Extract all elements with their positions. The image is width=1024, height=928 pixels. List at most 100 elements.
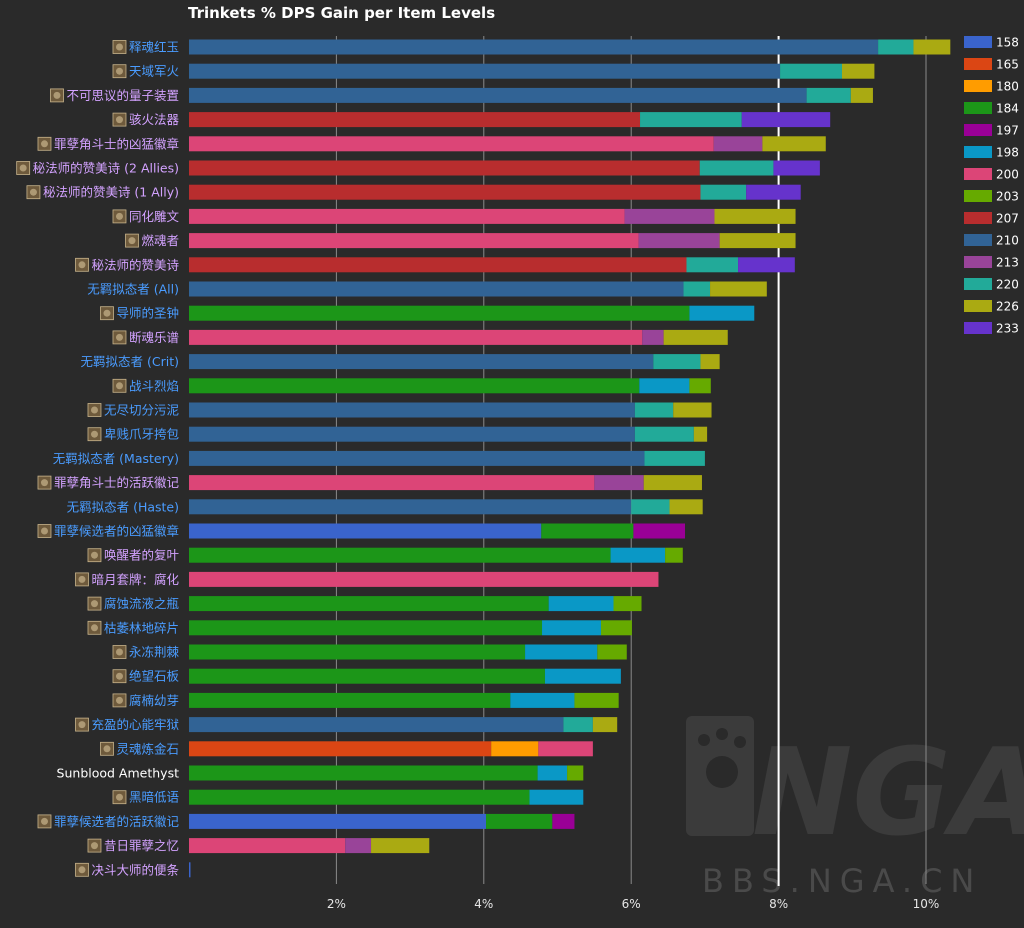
bar-segment-210[interactable] [189, 450, 645, 466]
bar-row[interactable] [189, 160, 820, 176]
bar-row[interactable] [189, 87, 873, 103]
bar-segment-198[interactable] [537, 765, 568, 781]
bar-row[interactable] [189, 741, 593, 757]
bar-segment-213[interactable] [594, 475, 644, 491]
bar-segment-198[interactable] [548, 596, 614, 612]
bar-row[interactable] [189, 862, 191, 878]
bar-segment-200[interactable] [189, 208, 625, 224]
bar-segment-203[interactable] [689, 378, 711, 394]
bar-segment-198[interactable] [544, 668, 621, 684]
legend-item-213[interactable]: 213 [964, 256, 1019, 270]
bar-segment-220[interactable] [806, 87, 851, 103]
legend-item-226[interactable]: 226 [964, 300, 1019, 314]
bar-segment-200[interactable] [189, 329, 643, 345]
bar-row[interactable] [189, 354, 720, 370]
bar-segment-203[interactable] [597, 644, 627, 660]
bar-row[interactable] [189, 450, 705, 466]
legend-item-198[interactable]: 198 [964, 146, 1019, 160]
bar-segment-213[interactable] [345, 838, 372, 854]
bar-segment-226[interactable] [700, 354, 720, 370]
bar-row[interactable] [189, 329, 728, 345]
legend-item-210[interactable]: 210 [964, 234, 1019, 248]
bar-row[interactable] [189, 620, 632, 636]
bar-row[interactable] [189, 233, 796, 249]
bar-segment-184[interactable] [189, 765, 538, 781]
bar-row[interactable] [189, 813, 575, 829]
bar-segment-197[interactable] [552, 813, 575, 829]
legend-item-184[interactable]: 184 [964, 102, 1019, 116]
legend-item-200[interactable]: 200 [964, 168, 1019, 182]
bar-segment-213[interactable] [624, 208, 715, 224]
bar-segment-220[interactable] [640, 112, 742, 128]
bar-segment-226[interactable] [669, 499, 703, 515]
bar-segment-207[interactable] [189, 184, 701, 200]
bar-segment-203[interactable] [567, 765, 584, 781]
bar-segment-198[interactable] [510, 692, 575, 708]
bar-segment-220[interactable] [683, 281, 711, 297]
bar-segment-220[interactable] [634, 402, 674, 418]
bar-segment-200[interactable] [189, 233, 639, 249]
bar-segment-226[interactable] [913, 39, 951, 55]
bar-segment-210[interactable] [189, 281, 684, 297]
bar-row[interactable] [189, 644, 627, 660]
bar-segment-210[interactable] [189, 39, 879, 55]
bar-segment-226[interactable] [643, 475, 702, 491]
bar-segment-203[interactable] [600, 620, 632, 636]
bar-row[interactable] [189, 39, 951, 55]
bar-segment-220[interactable] [699, 160, 774, 176]
legend-item-158[interactable]: 158 [964, 36, 1019, 50]
bar-segment-226[interactable] [663, 329, 728, 345]
bar-segment-210[interactable] [189, 426, 635, 442]
bar-segment-184[interactable] [189, 378, 640, 394]
bar-segment-184[interactable] [189, 644, 526, 660]
legend-item-180[interactable]: 180 [964, 80, 1019, 94]
bar-row[interactable] [189, 305, 755, 321]
bar-segment-184[interactable] [486, 813, 553, 829]
bar-row[interactable] [189, 692, 619, 708]
bar-segment-184[interactable] [189, 668, 545, 684]
bar-segment-220[interactable] [563, 717, 593, 733]
bar-segment-226[interactable] [693, 426, 708, 442]
bar-segment-226[interactable] [714, 208, 796, 224]
bar-segment-203[interactable] [613, 596, 642, 612]
bar-row[interactable] [189, 499, 703, 515]
bar-row[interactable] [189, 281, 767, 297]
bar-row[interactable] [189, 402, 712, 418]
bar-segment-226[interactable] [841, 63, 875, 79]
bar-segment-207[interactable] [189, 257, 687, 273]
bar-segment-207[interactable] [189, 160, 700, 176]
bar-segment-213[interactable] [642, 329, 664, 345]
bar-segment-200[interactable] [189, 136, 714, 152]
bar-row[interactable] [189, 208, 796, 224]
bar-segment-197[interactable] [633, 523, 686, 539]
legend-item-165[interactable]: 165 [964, 58, 1019, 72]
bar-segment-200[interactable] [189, 475, 595, 491]
bar-segment-200[interactable] [538, 741, 593, 757]
legend-item-207[interactable]: 207 [964, 212, 1019, 226]
bar-segment-220[interactable] [631, 499, 670, 515]
bar-segment-210[interactable] [189, 717, 564, 733]
bar-segment-198[interactable] [529, 789, 584, 805]
bar-segment-158[interactable] [189, 813, 487, 829]
bar-segment-198[interactable] [610, 547, 666, 563]
bar-segment-226[interactable] [719, 233, 796, 249]
bar-segment-210[interactable] [189, 63, 781, 79]
bar-row[interactable] [189, 112, 831, 128]
bar-segment-180[interactable] [491, 741, 539, 757]
bar-row[interactable] [189, 789, 584, 805]
bar-segment-233[interactable] [741, 112, 831, 128]
bar-segment-233[interactable] [738, 257, 795, 273]
bar-segment-210[interactable] [189, 499, 632, 515]
bar-row[interactable] [189, 668, 621, 684]
bar-segment-226[interactable] [850, 87, 873, 103]
bar-row[interactable] [189, 257, 795, 273]
bar-segment-158[interactable] [189, 523, 542, 539]
bar-segment-220[interactable] [878, 39, 914, 55]
bar-row[interactable] [189, 547, 683, 563]
bar-segment-165[interactable] [189, 741, 492, 757]
bar-segment-198[interactable] [542, 620, 601, 636]
bar-segment-184[interactable] [189, 596, 549, 612]
bar-segment-220[interactable] [780, 63, 842, 79]
bar-segment-226[interactable] [710, 281, 767, 297]
bar-row[interactable] [189, 475, 702, 491]
